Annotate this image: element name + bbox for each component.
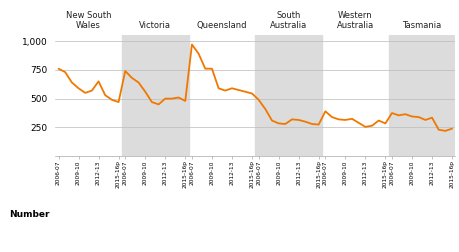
Text: Tasmania: Tasmania [402,21,441,30]
Text: New South
Wales: New South Wales [66,11,111,30]
Text: Western
Australia: Western Australia [336,11,373,30]
Text: Victoria: Victoria [139,21,171,30]
Bar [255,35,321,156]
Text: Number: Number [9,210,50,219]
Bar [122,35,188,156]
Text: Queensland: Queensland [196,21,246,30]
Text: South
Australia: South Australia [269,11,307,30]
Bar [388,35,454,156]
